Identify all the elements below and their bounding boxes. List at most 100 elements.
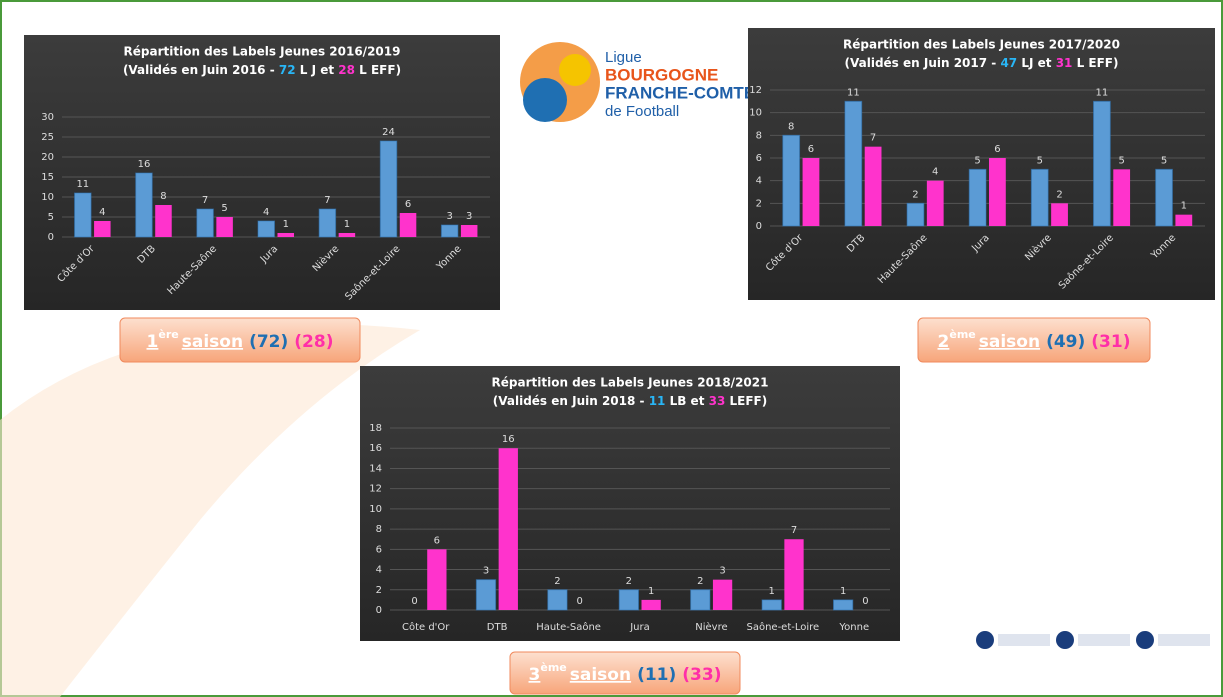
bar: [762, 600, 781, 610]
data-label: 11: [847, 87, 860, 98]
bar: [845, 101, 862, 226]
logo-text: Ligue: [605, 49, 642, 66]
season-ordinal: 3: [529, 665, 541, 685]
season-second: (31): [1091, 332, 1130, 352]
y-tick-label: 12: [369, 484, 382, 495]
y-tick-label: 2: [376, 585, 382, 596]
data-label: 8: [160, 191, 166, 202]
data-label: 24: [382, 127, 395, 138]
data-label: 2: [912, 189, 918, 200]
data-label: 4: [99, 207, 105, 218]
y-tick-label: 4: [376, 565, 382, 576]
data-label: 7: [202, 195, 208, 206]
y-tick-label: 10: [41, 192, 54, 203]
season-word: saison: [182, 332, 243, 352]
subtitle-part: L EFF): [1072, 56, 1118, 70]
data-label: 0: [411, 596, 417, 607]
subtitle-part: LB et: [665, 394, 708, 408]
chart-title: Répartition des Labels Jeunes 2016/2019: [124, 45, 401, 59]
season-suffix: ère: [158, 328, 178, 341]
bar: [197, 209, 214, 237]
logo-text: FRANCHE-COMTÉ: [605, 83, 755, 102]
subtitle-part: 28: [338, 63, 355, 77]
chart-subtitle: (Validés en Juin 2018 - 11 LB et 33 LEFF…: [493, 394, 767, 408]
bar: [258, 221, 275, 237]
bar: [907, 203, 924, 226]
subtitle-part: 31: [1056, 56, 1073, 70]
season-first: (72): [249, 332, 288, 352]
data-label: 7: [791, 525, 797, 536]
y-tick-label: 15: [41, 172, 54, 183]
bar: [1051, 203, 1068, 226]
data-label: 7: [324, 195, 330, 206]
y-tick-label: 0: [376, 605, 382, 616]
bar: [75, 193, 92, 237]
y-tick-label: 30: [41, 112, 54, 123]
subtitle-part: (Validés en Juin 2016 -: [123, 63, 279, 77]
x-tick-label: Saône-et-Loire: [746, 621, 819, 633]
y-tick-label: 18: [369, 423, 382, 434]
y-tick-label: 0: [756, 221, 762, 232]
data-label: 1: [648, 586, 654, 597]
data-label: 1: [283, 219, 289, 230]
bar: [969, 169, 986, 226]
season-ordinal: 2: [938, 332, 950, 352]
data-label: 4: [263, 207, 269, 218]
y-tick-label: 6: [756, 153, 762, 164]
partner-logos: [972, 625, 1210, 655]
subtitle-part: L J et: [296, 63, 339, 77]
y-tick-label: 4: [756, 176, 762, 187]
bar: [216, 217, 233, 237]
bar: [713, 580, 732, 610]
subtitle-part: LJ et: [1017, 56, 1056, 70]
data-label: 5: [1161, 155, 1167, 166]
data-label: 11: [1096, 87, 1109, 98]
subtitle-part: L EFF): [355, 63, 401, 77]
data-label: 5: [1037, 155, 1043, 166]
bar: [94, 221, 111, 237]
bar: [619, 590, 638, 610]
data-label: 2: [697, 576, 703, 587]
data-label: 2: [554, 576, 560, 587]
chart-subtitle: (Validés en Juin 2017 - 47 LJ et 31 L EF…: [845, 56, 1119, 70]
data-label: 4: [932, 167, 938, 178]
data-label: 1: [344, 219, 350, 230]
bar: [783, 135, 800, 226]
season-first: (49): [1046, 332, 1085, 352]
data-label: 3: [719, 566, 725, 577]
x-tick-label: Côte d'Or: [402, 621, 450, 633]
data-label: 1: [1181, 201, 1187, 212]
bar: [803, 158, 820, 226]
data-label: 6: [994, 144, 1000, 155]
data-label: 11: [76, 179, 89, 190]
data-label: 5: [1118, 155, 1124, 166]
data-label: 1: [769, 586, 775, 597]
bar: [1113, 169, 1130, 226]
season-ordinal: 1: [147, 332, 159, 352]
chart-subtitle: (Validés en Juin 2016 - 72 L J et 28 L E…: [123, 63, 401, 77]
bar: [1175, 215, 1192, 226]
logo-text: de Football: [605, 103, 679, 120]
subtitle-part: (Validés en Juin 2018 -: [493, 394, 649, 408]
bar: [834, 600, 853, 610]
x-tick-label: Jura: [629, 622, 650, 633]
bar: [278, 233, 295, 237]
data-label: 7: [870, 133, 876, 144]
data-label: 0: [862, 596, 868, 607]
y-tick-label: 14: [369, 463, 382, 474]
chart-title: Répartition des Labels Jeunes 2018/2021: [492, 376, 769, 390]
data-label: 16: [502, 434, 515, 445]
bar: [400, 213, 417, 237]
subtitle-part: 47: [1000, 56, 1017, 70]
x-tick-label: DTB: [487, 622, 508, 633]
data-label: 5: [974, 155, 980, 166]
bar: [461, 225, 478, 237]
y-tick-label: 25: [41, 132, 54, 143]
bar: [927, 181, 944, 226]
data-label: 16: [138, 159, 151, 170]
y-tick-label: 16: [369, 443, 382, 454]
bar: [691, 590, 710, 610]
data-label: 3: [466, 211, 472, 222]
subtitle-part: 72: [279, 63, 296, 77]
data-label: 3: [483, 566, 489, 577]
